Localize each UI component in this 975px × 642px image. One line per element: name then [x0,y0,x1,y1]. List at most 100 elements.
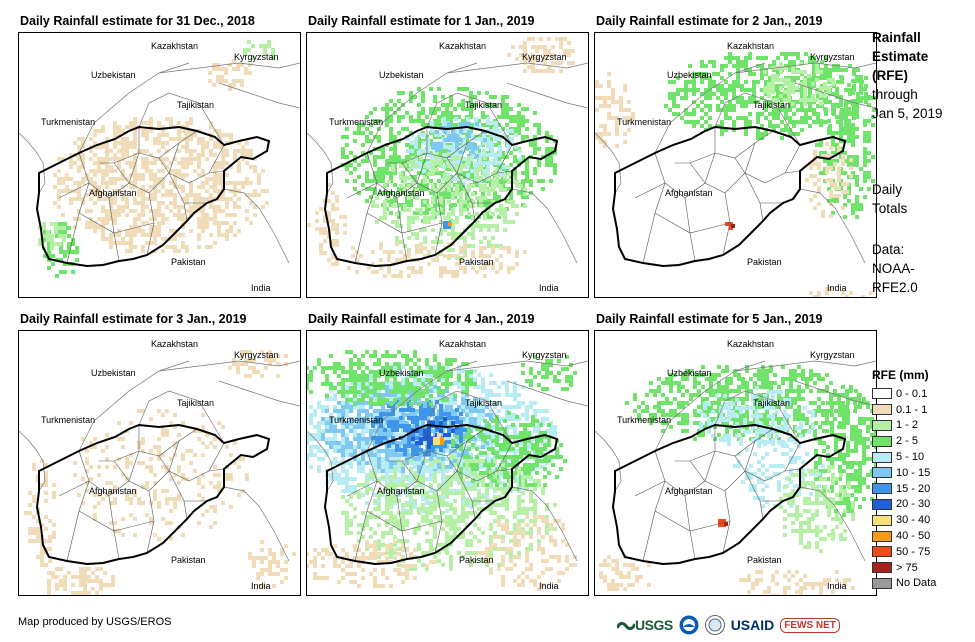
rainfall-map: Kazakhstan Kyrgyzstan Uzbekistan Tajikistan… [19,40,300,293]
map-panel-2: Daily Rainfall estimate for 1 Jan., 2019… [306,10,591,300]
usgs-logo: USGS [617,617,673,633]
legend-label: 5 - 10 [896,451,925,464]
country-label-turkmenistan: Turkmenistan [41,117,95,127]
noaa-seal-icon [679,615,699,635]
rainfall-map: Kazakhstan Kyrgyzstan Uzbekistan Tajikistan… [595,41,876,297]
legend-row: 0.1 - 1 [872,402,936,418]
fewsnet-logo: FEWS NET [780,617,840,633]
country-label-uzbekistan: Uzbekistan [667,70,712,80]
map-panel-4: Daily Rainfall estimate for 3 Jan., 2019… [18,308,303,598]
legend-row: 1 - 2 [872,418,936,434]
panel-title: Daily Rainfall estimate for 1 Jan., 2019 [308,14,535,28]
legend-row: 40 - 50 [872,528,936,544]
through-date: through Jan 5, 2019 [872,85,943,123]
totals-note: Daily Totals [872,180,907,218]
country-label-uzbekistan: Uzbekistan [91,70,136,80]
legend-row: 2 - 5 [872,433,936,449]
legend-swatch [872,404,892,416]
data-line: RFE2.0 [872,280,918,295]
country-label-turkmenistan: Turkmenistan [617,415,671,425]
country-label-kazakhstan: Kazakhstan [727,339,774,349]
country-label-pakistan: Pakistan [459,555,494,565]
legend-swatch [872,483,892,495]
boundaries [595,62,876,268]
country-label-pakistan: Pakistan [459,257,494,267]
map-credit: Map produced by USGS/EROS [18,616,172,628]
country-label-kyrgyzstan: Kyrgyzstan [810,350,855,360]
country-label-india: India [251,283,271,293]
legend-label: 2 - 5 [896,435,919,448]
afghanistan-outline [611,125,847,268]
country-label-afghanistan: Afghanistan [89,188,137,198]
legend-label: 15 - 20 [896,482,931,495]
data-source: Data: NOAA- RFE2.0 [872,240,918,297]
country-label-india: India [539,581,559,591]
map-frame: Kazakhstan Kyrgyzstan Uzbekistan Tajikistan… [306,330,589,596]
country-label-india: India [539,283,559,293]
through-value: Jan 5, 2019 [872,106,943,121]
usaid-logo-text: USAID [730,617,775,633]
country-label-tajikistan: Tajikistan [177,398,214,408]
map-panel-1: Daily Rainfall estimate for 31 Dec., 201… [18,10,303,300]
legend-label: 40 - 50 [896,530,931,543]
legend-row: > 75 [872,560,936,576]
panel-title: Daily Rainfall estimate for 5 Jan., 2019 [596,312,823,326]
boundaries [19,360,300,566]
doi-logo [704,615,725,635]
legend-swatch [872,388,892,400]
afghanistan-outline [611,423,847,566]
country-label-afghanistan: Afghanistan [665,188,713,198]
totals-line: Daily [872,182,903,197]
partner-logos: USGS USAID FEWS NET [617,612,846,638]
fewsnet-logo-text: FEWS NET [780,617,840,633]
rfe-title-line: (RFE) [872,68,908,83]
legend-swatch [872,562,892,574]
legend-swatch [872,419,892,431]
noaa-logo [679,615,699,635]
rainfall-field [24,350,296,595]
legend-row: 5 - 10 [872,449,936,465]
country-label-tajikistan: Tajikistan [753,398,790,408]
legend-swatch [872,498,892,510]
rainfall-field [307,37,575,278]
doi-seal-icon [704,615,725,635]
country-label-uzbekistan: Uzbekistan [379,368,424,378]
afghanistan-outline [323,125,559,268]
legend-swatch [872,514,892,526]
legend-row: No Data [872,576,936,592]
rfe-legend: RFE (mm) 0 - 0.1 0.1 - 1 1 - 2 2 - 5 5 - 10 1… [872,366,936,591]
afghanistan-outline [323,423,559,566]
legend-row: 0 - 0.1 [872,386,936,402]
legend-title: RFE (mm) [872,368,929,382]
country-label-turkmenistan: Turkmenistan [617,117,671,127]
country-label-afghanistan: Afghanistan [89,486,137,496]
legend-row: 30 - 40 [872,512,936,528]
legend-label: 20 - 30 [896,498,931,511]
boundaries [19,62,300,268]
country-label-kyrgyzstan: Kyrgyzstan [810,52,855,62]
legend-label: 0.1 - 1 [896,403,928,416]
legend-label: No Data [896,577,937,590]
country-label-uzbekistan: Uzbekistan [379,70,424,80]
usaid-logo: USAID [731,617,775,633]
legend-swatch [872,467,892,479]
country-label-kazakhstan: Kazakhstan [439,41,486,51]
rainfall-map: Kazakhstan Kyrgyzstan Uzbekistan Tajikistan… [307,339,588,591]
rainfall-field [307,350,577,591]
rfe-title-line: Estimate [872,49,929,64]
usgs-wave-icon [617,621,635,631]
country-label-uzbekistan: Uzbekistan [667,368,712,378]
legend-label: 1 - 2 [896,419,919,432]
panel-title: Daily Rainfall estimate for 2 Jan., 2019 [596,14,823,28]
country-label-afghanistan: Afghanistan [377,188,425,198]
rainfall-map: Kazakhstan Kyrgyzstan Uzbekistan Tajikistan… [595,339,876,595]
country-label-india: India [827,283,847,293]
boundaries [595,360,876,566]
country-label-afghanistan: Afghanistan [665,486,713,496]
legend-rows: 0 - 0.1 0.1 - 1 1 - 2 2 - 5 5 - 10 10 - 15 15 … [872,386,936,591]
country-label-tajikistan: Tajikistan [465,398,502,408]
boundaries [307,360,588,566]
country-label-tajikistan: Tajikistan [177,100,214,110]
legend-label: 30 - 40 [896,514,931,527]
through-label: through [872,87,918,102]
